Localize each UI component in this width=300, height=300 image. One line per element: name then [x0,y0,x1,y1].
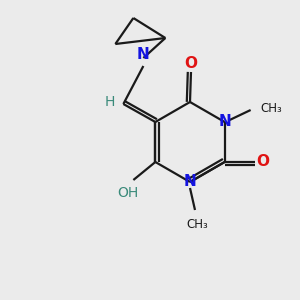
Text: CH₃: CH₃ [186,218,208,231]
Text: N: N [218,115,231,130]
Text: H: H [105,95,116,109]
Text: CH₃: CH₃ [261,101,282,115]
Text: O: O [184,56,197,71]
Text: O: O [256,154,269,169]
Text: N: N [137,47,150,62]
Text: N: N [184,175,196,190]
Text: OH: OH [118,186,139,200]
